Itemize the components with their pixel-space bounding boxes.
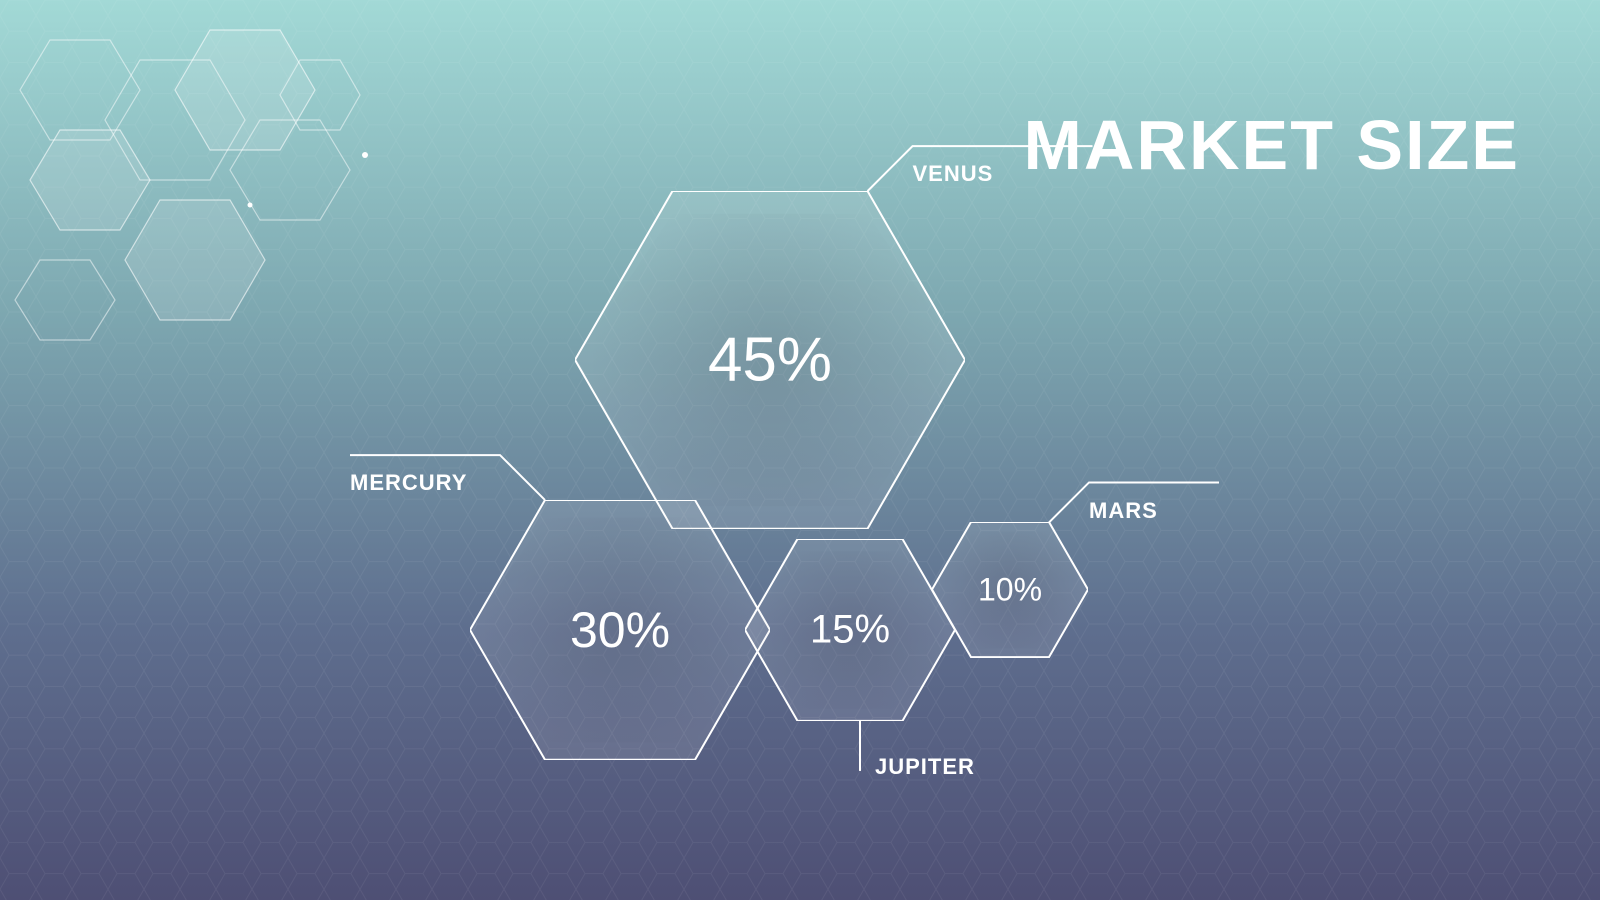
hex-value-jupiter: 15%	[810, 607, 890, 652]
page-title: MARKET SIZE	[1024, 105, 1520, 185]
hex-mercury: 30%	[470, 500, 770, 760]
hex-label-venus: VENUS	[913, 161, 994, 187]
hex-label-jupiter: JUPITER	[875, 754, 975, 780]
hex-jupiter: 15%	[745, 539, 955, 721]
hex-value-mercury: 30%	[570, 601, 670, 659]
hex-label-mars: MARS	[1089, 498, 1158, 524]
hex-label-mercury: MERCURY	[350, 470, 467, 496]
hex-mars: 10%	[932, 522, 1088, 657]
hex-value-venus: 45%	[708, 324, 832, 395]
decorative-hex-cluster	[0, 0, 450, 400]
hex-value-mars: 10%	[978, 571, 1042, 608]
hex-venus: 45%	[575, 191, 965, 529]
infographic-canvas: MARKET SIZE 45% VENUS 30% MERCURY 15% JUPITER…	[0, 0, 1600, 900]
